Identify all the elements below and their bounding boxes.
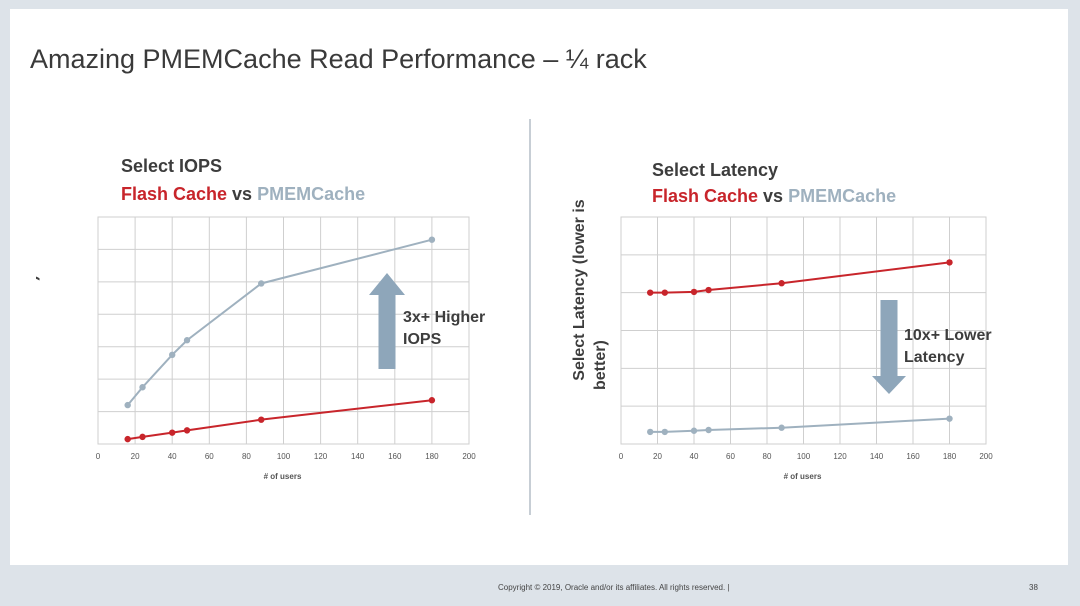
latency-point-pmemcache <box>946 415 953 422</box>
iops-x-tick-label: 80 <box>242 452 251 461</box>
iops-subtitle-part: PMEMCache <box>252 184 365 204</box>
latency-annotation-line1: 10x+ Lower <box>904 327 992 344</box>
iops-point-pmemcache <box>428 236 436 243</box>
latency-subtitle-part: Flash Cache <box>652 186 758 206</box>
footer: Copyright © 2019, Oracle and/or its affi… <box>0 565 1080 606</box>
iops-point-pmemcache <box>139 384 146 391</box>
iops-point-flash-cache <box>124 435 131 443</box>
latency-x-axis-label: # of users <box>784 472 822 481</box>
iops-subtitle-part: vs <box>227 184 252 204</box>
iops-x-tick-label: 40 <box>168 452 177 461</box>
latency-chart-title: Select Latency <box>652 160 778 180</box>
iops-x-tick-label: 0 <box>96 452 101 461</box>
iops-x-tick-label: 140 <box>351 452 365 461</box>
latency-y-axis-label-line: better) <box>592 340 609 390</box>
iops-subtitle-part: Flash Cache <box>121 184 227 204</box>
iops-point-flash-cache <box>139 433 146 441</box>
latency-x-tick-label: 60 <box>726 452 735 461</box>
latency-x-tick-label: 120 <box>833 452 847 461</box>
latency-annotation-line2: Latency <box>904 349 965 366</box>
latency-x-tick-label: 100 <box>797 452 811 461</box>
iops-point-pmemcache <box>169 351 176 359</box>
iops-point-pmemcache <box>258 280 265 287</box>
iops-x-tick-label: 200 <box>462 452 476 461</box>
latency-x-tick-label: 20 <box>653 452 662 461</box>
iops-x-tick-label: 60 <box>205 452 214 461</box>
latency-x-tick-label: 200 <box>979 452 993 461</box>
iops-x-tick-label: 120 <box>314 452 328 461</box>
divider <box>529 119 531 515</box>
iops-y-axis-label: better) <box>23 275 40 325</box>
latency-subtitle-part: PMEMCache <box>783 186 896 206</box>
iops-annotation-arrow <box>369 273 405 369</box>
latency-x-tick-label: 160 <box>906 452 920 461</box>
latency-x-tick-label: 0 <box>619 452 624 461</box>
iops-x-tick-label: 20 <box>131 452 140 461</box>
latency-point-flash-cache <box>647 289 654 296</box>
latency-subtitle-part: vs <box>758 186 783 206</box>
iops-point-flash-cache <box>169 429 176 436</box>
latency-chart-subtitle: Flash Cache vs PMEMCache <box>652 186 896 206</box>
copyright-text: Copyright © 2019, Oracle and/or its affi… <box>498 583 730 592</box>
page-number: 38 <box>1029 583 1038 592</box>
latency-point-pmemcache <box>647 428 654 436</box>
iops-point-pmemcache <box>183 337 191 344</box>
latency-point-pmemcache <box>690 427 698 434</box>
latency-point-flash-cache <box>778 280 785 287</box>
iops-point-flash-cache <box>183 427 191 434</box>
latency-x-tick-label: 140 <box>870 452 884 461</box>
latency-point-flash-cache <box>946 259 953 266</box>
iops-annotation-line2: IOPS <box>403 331 442 348</box>
iops-x-axis-label: # of users <box>264 472 302 481</box>
latency-point-flash-cache <box>705 286 712 294</box>
latency-y-axis-label-line: Select Latency (lower is <box>571 199 588 381</box>
latency-x-tick-label: 180 <box>943 452 957 461</box>
iops-point-flash-cache <box>258 416 265 423</box>
latency-point-pmemcache <box>661 428 668 436</box>
iops-x-tick-label: 160 <box>388 452 402 461</box>
iops-chart-title: Select IOPS <box>121 156 222 176</box>
latency-x-tick-label: 80 <box>763 452 772 461</box>
iops-point-pmemcache <box>124 401 131 409</box>
page-title: Amazing PMEMCache Read Performance – ¼ r… <box>30 44 647 74</box>
latency-annotation-arrow <box>872 300 906 394</box>
iops-annotation-line1: 3x+ Higher <box>403 309 485 326</box>
iops-chart-subtitle: Flash Cache vs PMEMCache <box>121 184 365 204</box>
latency-y-axis-label: Select Latency (lower is better) <box>571 199 609 390</box>
latency-point-flash-cache <box>661 289 668 296</box>
iops-x-tick-label: 180 <box>425 452 439 461</box>
latency-point-pmemcache <box>705 426 712 434</box>
latency-x-tick-label: 40 <box>690 452 699 461</box>
iops-point-flash-cache <box>428 397 436 404</box>
iops-x-tick-label: 100 <box>277 452 291 461</box>
iops-series-line-pmemcache <box>126 238 433 406</box>
latency-point-pmemcache <box>778 424 785 431</box>
latency-point-flash-cache <box>690 288 698 296</box>
